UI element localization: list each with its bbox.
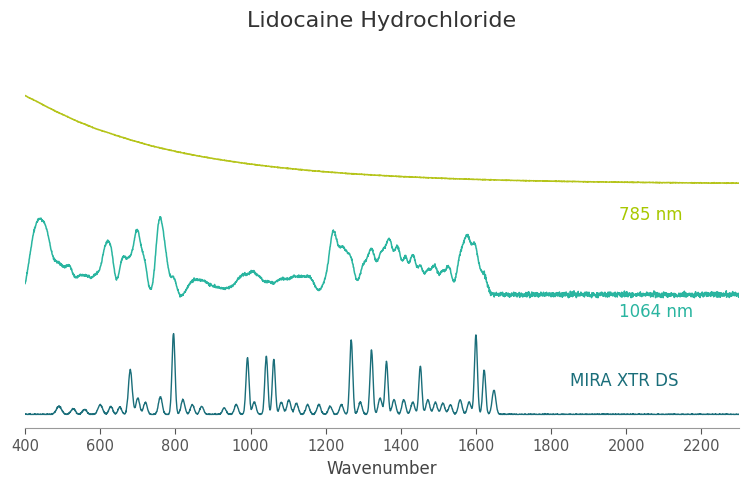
Text: MIRA XTR DS: MIRA XTR DS xyxy=(570,371,678,389)
X-axis label: Wavenumber: Wavenumber xyxy=(327,459,437,477)
Title: Lidocaine Hydrochloride: Lidocaine Hydrochloride xyxy=(248,11,517,31)
Text: 1064 nm: 1064 nm xyxy=(619,303,693,321)
Text: 785 nm: 785 nm xyxy=(619,206,682,224)
